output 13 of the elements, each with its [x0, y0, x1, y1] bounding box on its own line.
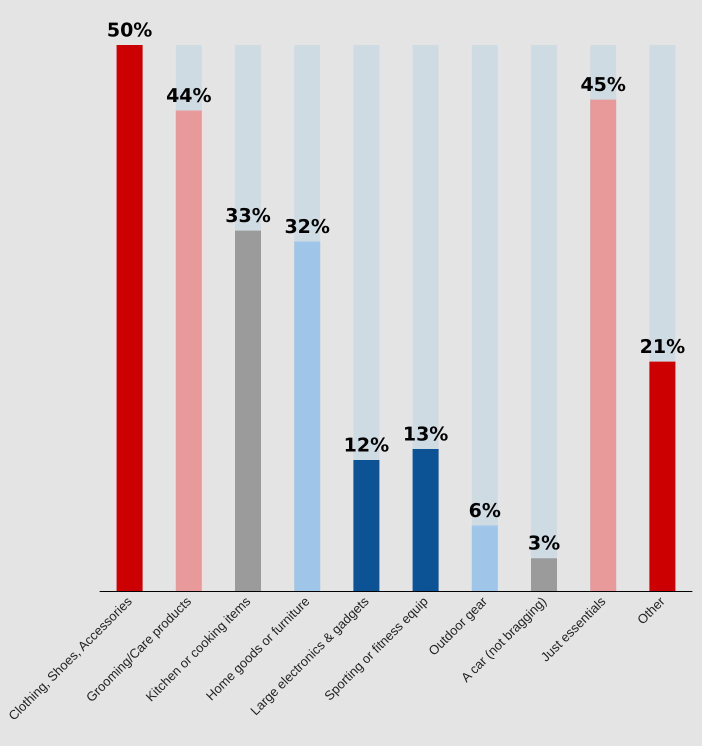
data-label: 6% — [468, 500, 501, 522]
data-label: 45% — [580, 74, 626, 96]
bar — [531, 558, 557, 591]
data-label: 33% — [225, 205, 271, 228]
data-label: 3% — [528, 532, 560, 555]
data-label: 32% — [284, 216, 330, 238]
data-label: 21% — [640, 336, 686, 358]
bar — [353, 460, 380, 591]
data-label: 44% — [166, 85, 212, 108]
data-label: 13% — [402, 424, 448, 446]
data-label: 50% — [106, 20, 152, 42]
data-label: 12% — [344, 434, 390, 456]
bar — [472, 525, 498, 591]
